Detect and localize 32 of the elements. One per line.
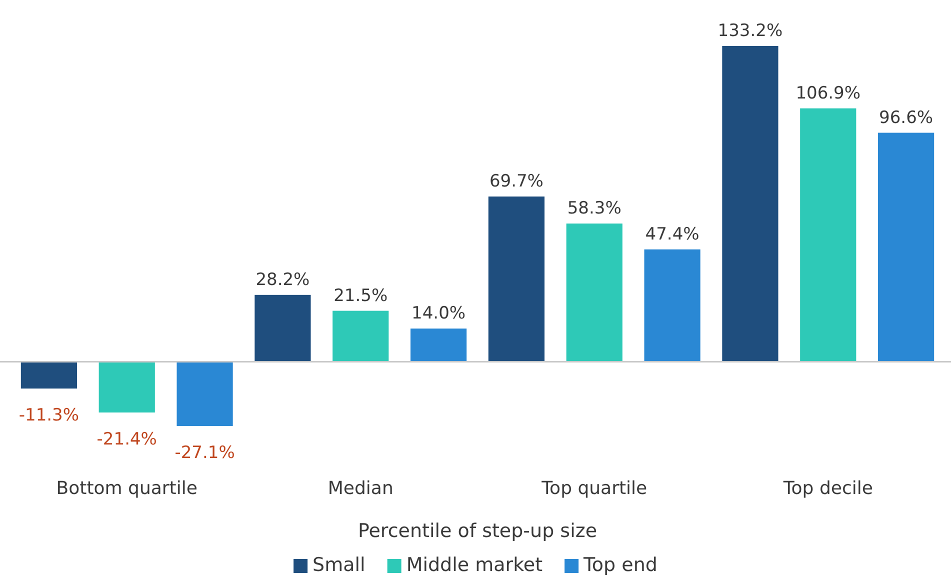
bar [644, 249, 700, 362]
legend-label: Top end [582, 554, 658, 576]
bar [488, 196, 545, 362]
bar [176, 362, 233, 426]
bar [410, 328, 467, 362]
x-tick-label: Median [328, 478, 394, 499]
bar [254, 294, 311, 362]
data-label: 21.5% [334, 286, 388, 306]
bar [332, 310, 389, 362]
legend-label: Middle market [406, 554, 543, 576]
data-label: 14.0% [412, 304, 466, 324]
data-label: 133.2% [718, 21, 783, 41]
bar [566, 224, 622, 362]
data-label: -27.1% [174, 443, 235, 463]
bar [98, 362, 155, 412]
x-axis-title: Percentile of step-up size [358, 520, 598, 542]
data-label: 58.3% [567, 198, 622, 219]
bar [878, 132, 934, 362]
data-label: -21.4% [96, 429, 157, 450]
legend-label: Small [312, 554, 366, 576]
data-label: 96.6% [879, 108, 934, 128]
bar [800, 108, 856, 362]
data-label: 106.9% [796, 83, 861, 104]
data-label: 69.7% [489, 172, 544, 192]
x-tick-label: Top decile [782, 478, 873, 499]
data-label: -11.3% [18, 406, 80, 426]
data-label: 47.4% [645, 224, 700, 244]
x-tick-label: Bottom quartile [56, 478, 198, 499]
data-label: 28.2% [256, 270, 310, 290]
x-tick-label: Top quartile [540, 478, 648, 499]
bar [722, 46, 778, 362]
bar [20, 362, 78, 389]
